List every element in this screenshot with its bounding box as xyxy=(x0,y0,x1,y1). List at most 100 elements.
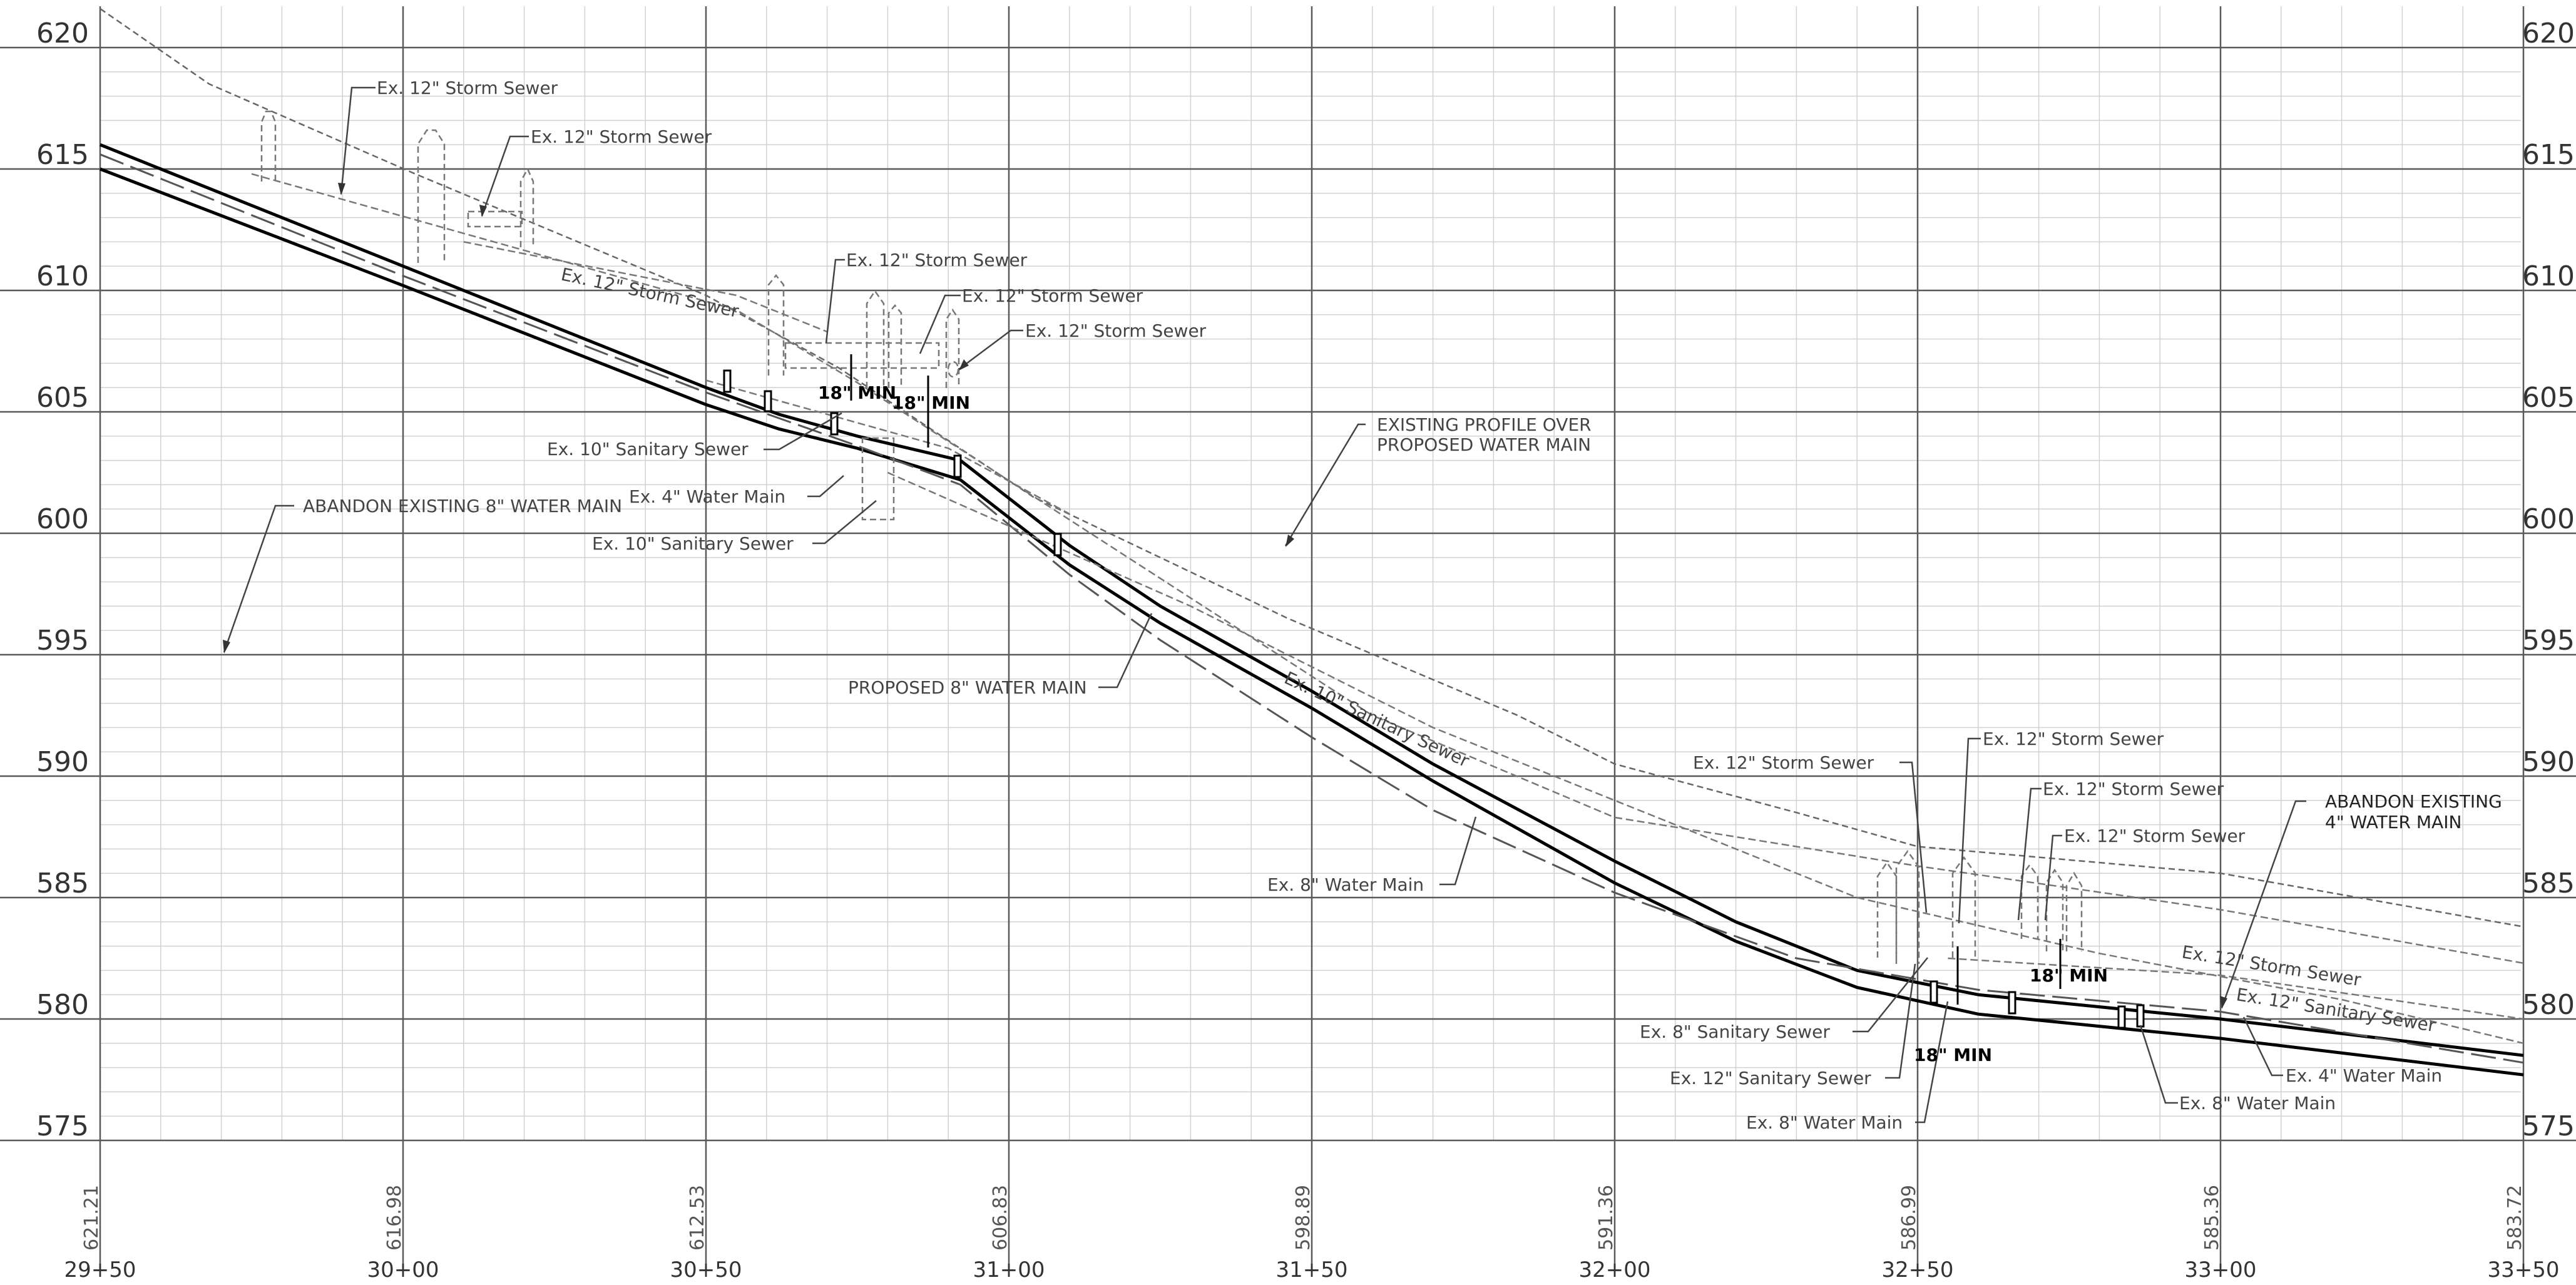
storm-sewer-line xyxy=(463,241,828,333)
storm-sewer-label: Ex. 12" Storm Sewer xyxy=(531,126,712,147)
leader xyxy=(919,294,961,354)
clearance-label: 18" MIN xyxy=(818,382,896,403)
arrowhead xyxy=(1285,535,1294,547)
leader xyxy=(1284,423,1366,546)
leader xyxy=(340,86,376,195)
four-inch-main-line xyxy=(705,379,1070,515)
leader xyxy=(1885,963,1916,1079)
elevation-label: 605 xyxy=(2522,382,2575,414)
pipe-joint xyxy=(2136,1004,2145,1028)
storm-sewer-label: Ex. 12" Storm Sewer xyxy=(846,250,1028,270)
grade-elevation-label: 591.36 xyxy=(1595,1185,1617,1251)
pipe-joint xyxy=(953,454,962,478)
elevation-label: 575 xyxy=(2522,1110,2575,1142)
manhole-structure xyxy=(945,308,960,388)
clearance-dimensions xyxy=(850,354,2062,1005)
leader xyxy=(1915,1001,1949,1124)
water-main-label: Ex. 8" Water Main xyxy=(2179,1093,2336,1113)
station-label: 30+00 xyxy=(367,1257,439,1282)
minor-grid xyxy=(100,6,2521,1140)
existing-profile-label: EXISTING PROFILE OVER xyxy=(1377,414,1592,435)
elevation-label: 615 xyxy=(2522,139,2575,171)
pipe-joint xyxy=(2117,1005,2126,1029)
storm-sewer-label: Ex. 12" Storm Sewer xyxy=(2043,779,2224,799)
pipe-joints xyxy=(723,369,2145,1029)
elevation-label: 590 xyxy=(2522,746,2575,778)
leader xyxy=(764,412,842,451)
storm-sewer-line xyxy=(251,173,2524,965)
grade-elevation-label: 585.36 xyxy=(2201,1185,2223,1251)
arrowhead xyxy=(959,359,969,371)
station-labels: 29+50 30+00 30+50 31+00 31+50 32+00 32+50 33+00… xyxy=(64,1257,2559,1282)
grade-elevation-label: 612.53 xyxy=(687,1185,708,1251)
clearance-label: 18" MIN xyxy=(892,392,970,413)
arrowhead xyxy=(479,205,487,217)
major-grid xyxy=(0,6,2576,1271)
structures xyxy=(260,110,2083,964)
leader xyxy=(223,504,294,653)
storm-sewer-label: Ex. 12" Storm Sewer xyxy=(2064,826,2246,846)
water-main-label: Ex. 4" Water Main xyxy=(629,486,785,507)
station-label: 31+50 xyxy=(1275,1257,1347,1282)
manhole-structure xyxy=(2065,871,2083,951)
proposed-water-main-top xyxy=(100,143,2524,1057)
elevation-label: 595 xyxy=(2522,625,2575,657)
leader xyxy=(807,475,844,498)
storm-sewer-label: Ex. 12" Storm Sewer xyxy=(2180,941,2363,990)
leader xyxy=(2017,787,2042,921)
pipe-joint xyxy=(764,390,772,412)
manhole-structure xyxy=(519,167,534,247)
leader xyxy=(825,259,845,344)
manhole-structure xyxy=(887,304,902,388)
abandon-8-label: ABANDON EXISTING 8" WATER MAIN xyxy=(303,496,622,516)
pipe-joint xyxy=(1053,533,1062,556)
proposed-water-main-bottom xyxy=(100,167,2524,1077)
station-label: 33+50 xyxy=(2487,1257,2559,1282)
grade-elevation-label: 583.72 xyxy=(2504,1185,2526,1251)
elevation-label: 600 xyxy=(2522,503,2575,535)
sanitary-sewer-label: Ex. 10" Sanitary Sewer xyxy=(547,439,749,459)
pipe-joint xyxy=(723,369,732,393)
manhole-structure xyxy=(1895,849,1920,964)
manhole-structure xyxy=(1876,861,1898,958)
sanitary-sewer-line xyxy=(887,471,2524,1045)
storm-sewer-line xyxy=(1948,957,2524,1020)
annotations: Ex. 12" Storm Sewer Ex. 12" Storm Sewer … xyxy=(303,78,2502,1133)
leader-lines xyxy=(223,86,2306,1124)
elevation-label: 580 xyxy=(2522,989,2575,1021)
elevation-label: 585 xyxy=(2522,868,2575,899)
pipe-joint xyxy=(2008,991,2016,1015)
profile-lines xyxy=(100,8,2524,1077)
leader xyxy=(812,500,877,545)
water-main-label: Ex. 8" Water Main xyxy=(1746,1112,1903,1133)
leader xyxy=(2044,834,2062,921)
manhole-structure xyxy=(2020,863,2039,939)
grade-elevation-label: 606.83 xyxy=(989,1185,1011,1251)
sanitary-sewer-label: Ex. 10" Sanitary Sewer xyxy=(1281,667,1473,771)
station-label: 30+50 xyxy=(670,1257,742,1282)
arrowhead xyxy=(223,640,230,653)
manhole-structure xyxy=(260,110,277,182)
manhole-structure xyxy=(1951,856,1976,958)
station-label: 29+50 xyxy=(64,1257,136,1282)
water-main-label: Ex. 4" Water Main xyxy=(2286,1065,2442,1086)
station-label: 33+00 xyxy=(2184,1257,2256,1282)
arrowheads xyxy=(223,183,2227,1009)
leader xyxy=(1899,761,1928,913)
storm-sewer-label: Ex. 12" Storm Sewer xyxy=(1025,320,1207,341)
proposed-main-label: PROPOSED 8" WATER MAIN xyxy=(848,677,1087,698)
water-main-label: Ex. 8" Water Main xyxy=(1267,874,1424,895)
storm-sewer-label: Ex. 12" Storm Sewer xyxy=(962,285,1143,306)
leader xyxy=(958,329,1023,371)
pipe-joint xyxy=(830,412,839,436)
grade-elevation-label: 616.98 xyxy=(384,1185,406,1251)
elevation-label: 585 xyxy=(36,868,89,899)
leader xyxy=(1958,737,1981,924)
sanitary-sewer-label: Ex. 12" Sanitary Sewer xyxy=(1670,1068,1871,1088)
storm-sewer-label: Ex. 12" Storm Sewer xyxy=(377,78,558,98)
abandon-4-label: ABANDON EXISTING xyxy=(2325,791,2502,812)
arrowhead xyxy=(2220,996,2227,1009)
station-label: 32+00 xyxy=(1578,1257,1650,1282)
